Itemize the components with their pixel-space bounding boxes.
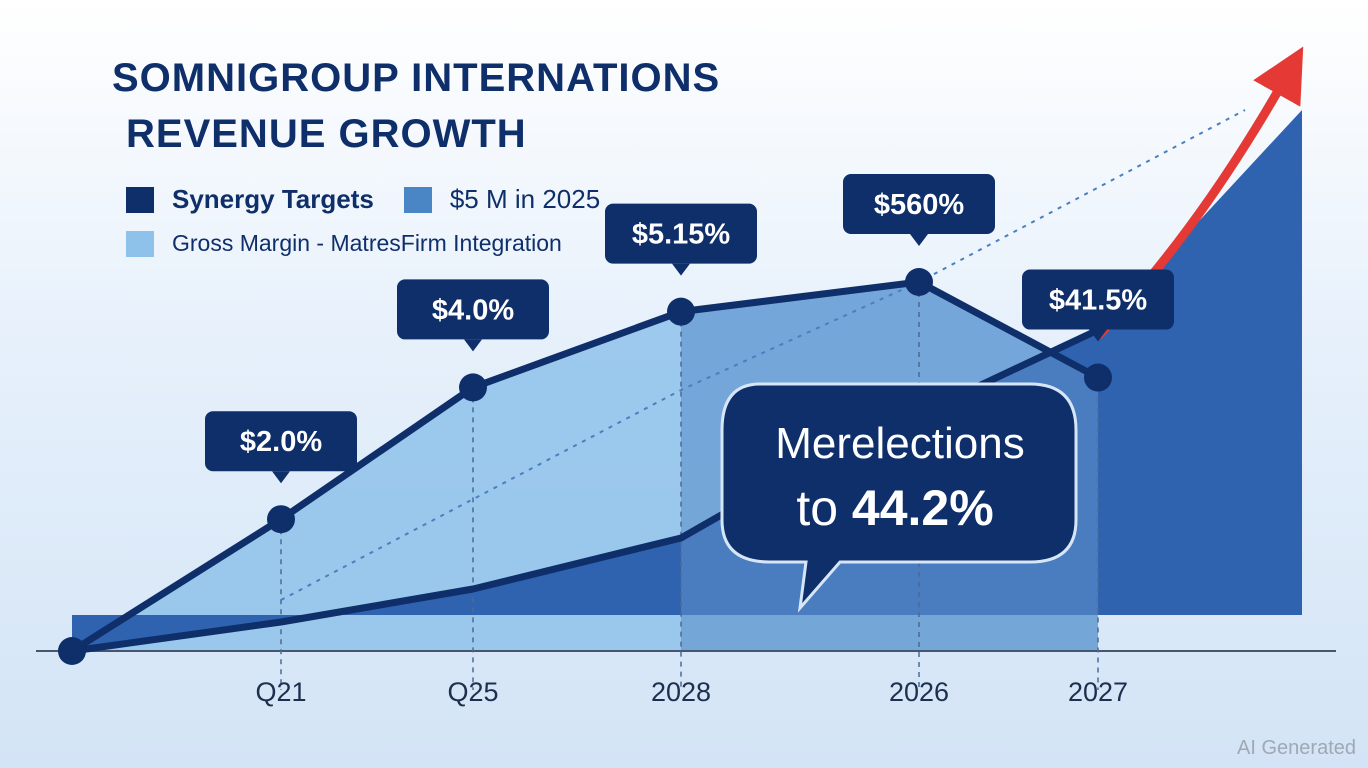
trend-dotted-line [280, 109, 1246, 601]
value-label-group-4: $560% [843, 174, 995, 246]
value-label-box-4 [843, 174, 995, 234]
data-point-3 [667, 297, 695, 326]
legend-label-synergy: Synergy Targets [172, 184, 374, 214]
x-tick-label-2: Q25 [447, 677, 498, 707]
value-label-group-3: $5.15% [605, 203, 757, 276]
value-label-pointer-5 [1089, 329, 1107, 342]
value-label-group-5: $41.5% [1022, 269, 1174, 342]
data-point-1 [267, 505, 295, 534]
value-label-box-5 [1022, 269, 1174, 330]
value-label-box-1 [205, 411, 357, 472]
x-tick-label-1: Q21 [255, 677, 306, 707]
value-label-3: $5.15% [632, 219, 731, 251]
value-label-2: $4.0% [432, 294, 514, 326]
x-tick-label-5: 2027 [1068, 677, 1128, 707]
chart-title-line-1: SOMNIGROUP INTERNATIONS [112, 56, 721, 100]
value-label-1: $2.0% [240, 426, 322, 458]
legend-swatch-synergy [126, 186, 154, 213]
x-tick-label-4: 2026 [889, 677, 949, 707]
legend-row-2: Gross Margin - MatresFirm Integration [126, 230, 562, 257]
value-label-pointer-1 [272, 471, 290, 484]
value-label-group-2: $4.0% [397, 279, 549, 352]
data-point-5 [1084, 363, 1112, 392]
callout-line-2-value: 44.2% [852, 480, 994, 536]
value-label-pointer-2 [464, 339, 482, 352]
value-label-group-1: $2.0% [205, 411, 357, 484]
legend-label-5m: $5 M in 2025 [449, 184, 601, 214]
callout-line-2: to 44.2% [796, 480, 993, 536]
value-label-5: $41.5% [1049, 285, 1148, 317]
legend-label-gross-margin: Gross Margin - MatresFirm Integration [172, 230, 562, 256]
value-label-4: $560% [874, 189, 965, 221]
value-label-pointer-3 [672, 263, 690, 276]
series-main-line [70, 278, 1100, 654]
callout-bubble [720, 382, 1078, 613]
value-label-box-3 [605, 203, 757, 264]
chart-title-line-2: REVENUE GROWTH [126, 112, 527, 156]
x-tick-label-3: 2028 [651, 677, 711, 707]
legend-swatch-gross-margin [126, 230, 154, 257]
data-point-2 [459, 373, 487, 402]
data-point-4 [905, 268, 933, 296]
callout-line-2-prefix: to [796, 480, 852, 536]
value-label-pointer-4 [910, 234, 928, 246]
ai-generated-watermark: AI Generated [1237, 737, 1356, 759]
data-point-0 [58, 637, 86, 665]
legend-swatch-5m [403, 186, 432, 213]
callout-line-1: Merelections [775, 419, 1024, 468]
value-label-box-2 [397, 279, 549, 340]
legend-row-1: Synergy Targets $5 M in 2025 [126, 184, 600, 215]
